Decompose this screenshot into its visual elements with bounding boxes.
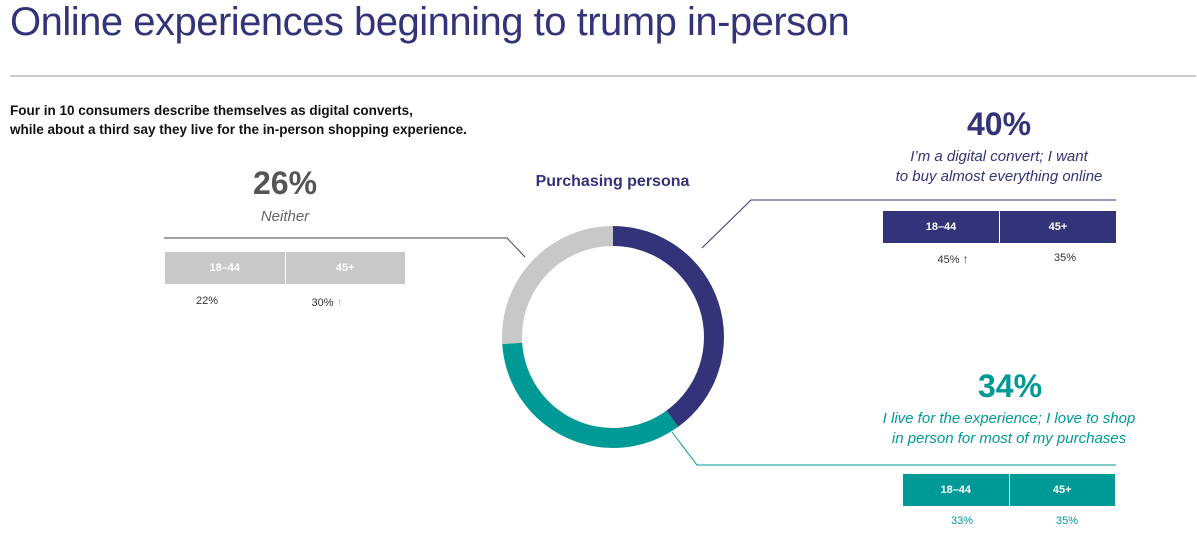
digital-description-line-2: to buy almost everything online bbox=[895, 168, 1103, 185]
digital-value-old-text: 35% bbox=[1053, 252, 1077, 264]
neither-value-young-text: 22% bbox=[195, 295, 219, 307]
digital-description-line-1: I’m a digital convert; I want bbox=[910, 148, 1088, 165]
digital-age-old: 45+ bbox=[999, 211, 1116, 243]
neither-value-young: 22% bbox=[147, 295, 267, 307]
neither-value-old-text: 30% bbox=[311, 297, 334, 309]
digital-value-young-text: 45% bbox=[937, 254, 960, 266]
donut-slice-digital bbox=[613, 226, 724, 427]
digital-percent: 40% bbox=[966, 106, 1032, 142]
experience-value-old-text: 35% bbox=[1055, 515, 1079, 527]
leader-line-neither bbox=[164, 237, 526, 258]
subtitle-line-1: Four in 10 consumers describe themselves… bbox=[10, 103, 413, 118]
experience-age-bar: 18–44 45+ bbox=[903, 474, 1115, 506]
neither-percent: 26% bbox=[252, 165, 318, 201]
experience-age-young: 18–44 bbox=[940, 484, 972, 496]
neither-age-old: 45+ bbox=[284, 252, 406, 284]
digital-value-young: 45% ↑ bbox=[893, 252, 1013, 266]
neither-age-young: 18–44 bbox=[209, 262, 241, 274]
neither-age-bar: 18–44 45+ bbox=[165, 252, 405, 284]
donut-chart bbox=[502, 226, 724, 448]
experience-value-old: 35% bbox=[1007, 515, 1127, 527]
page-title: Online experiences beginning to trump in… bbox=[10, 0, 850, 44]
neither-up-arrow-icon: ↑ bbox=[336, 295, 343, 309]
digital-age-young: 18–44 bbox=[925, 221, 957, 233]
experience-age-old: 45+ bbox=[1008, 474, 1116, 506]
experience-description-line-1: I live for the experience; I love to sho… bbox=[882, 410, 1136, 427]
donut-slice-neither bbox=[502, 226, 613, 344]
digital-value-old: 35% bbox=[1005, 252, 1125, 264]
experience-percent: 34% bbox=[977, 368, 1043, 404]
experience-description: I live for the experience; I love to sho… bbox=[849, 409, 1169, 449]
page-subtitle: Four in 10 consumers describe themselves… bbox=[10, 101, 467, 139]
experience-description-line-2: in person for most of my purchases bbox=[891, 430, 1127, 447]
neither-description: Neither bbox=[260, 208, 310, 225]
digital-up-arrow-icon: ↑ bbox=[962, 252, 969, 266]
leader-line-digital bbox=[701, 199, 1116, 249]
leader-line-experience bbox=[671, 431, 1116, 466]
experience-value-young-text: 33% bbox=[950, 515, 974, 527]
donut-slice-experience bbox=[502, 342, 679, 448]
subtitle-line-2: while about a third say they live for th… bbox=[10, 122, 467, 137]
digital-description: I’m a digital convert; I want to buy alm… bbox=[849, 147, 1149, 187]
chart-title: Purchasing persona bbox=[535, 173, 690, 190]
neither-value-old: 30% ↑ bbox=[267, 295, 387, 309]
digital-age-bar: 18–44 45+ bbox=[883, 211, 1116, 243]
experience-value-young: 33% bbox=[902, 515, 1022, 527]
